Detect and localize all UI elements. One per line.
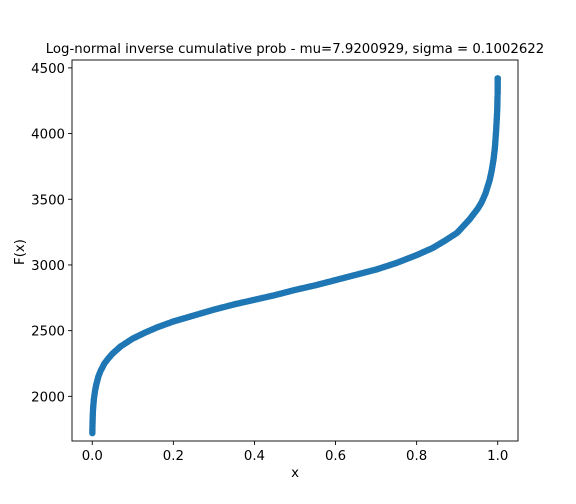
x-axis-label: x (291, 466, 299, 481)
y-tick-label: 2000 (31, 390, 65, 405)
y-tick-label: 4000 (31, 128, 65, 143)
y-tick-label: 3000 (31, 259, 65, 274)
y-tick-label: 2500 (31, 325, 65, 340)
x-tick-label: 0.8 (406, 449, 427, 464)
x-tick-label: 0.2 (163, 449, 184, 464)
x-tick-label: 1.0 (487, 449, 508, 464)
y-axis: 2000 2500 3000 3500 4000 4500 (31, 62, 72, 405)
plot-area (89, 75, 501, 437)
x-tick-label: 0.4 (244, 449, 265, 464)
axes-frame (71, 59, 519, 442)
y-tick-label: 4500 (31, 62, 65, 77)
y-tick-label: 3500 (31, 193, 65, 208)
scatter-point (494, 75, 501, 82)
x-tick-label: 0.0 (82, 449, 103, 464)
chart-title: Log-normal inverse cumulative prob - mu=… (46, 42, 544, 57)
x-axis: 0.0 0.2 0.4 0.6 0.8 1.0 (82, 441, 508, 464)
y-axis-label: F(x) (13, 239, 28, 265)
x-tick-label: 0.6 (325, 449, 346, 464)
